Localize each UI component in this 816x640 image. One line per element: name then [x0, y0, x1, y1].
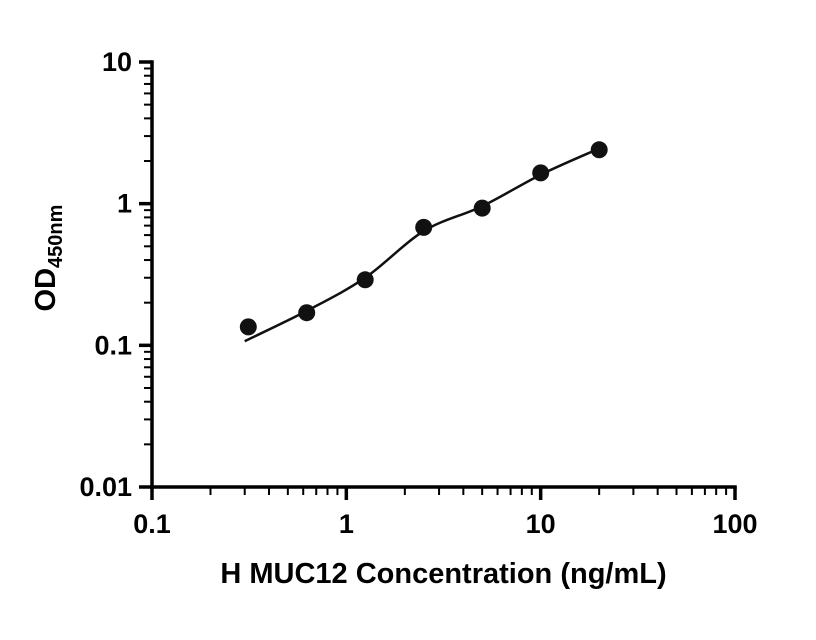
- data-point: [356, 271, 374, 289]
- data-point: [415, 218, 433, 236]
- y-tick-label: 0.1: [94, 330, 132, 360]
- y-axis-title-subscript: 450nm: [44, 204, 67, 268]
- x-tick-label: 100: [712, 509, 757, 539]
- data-point: [239, 318, 257, 336]
- y-tick-label: 10: [102, 47, 132, 77]
- x-axis-title: H MUC12 Concentration (ng/mL): [220, 558, 667, 590]
- data-point: [590, 141, 608, 159]
- x-tick-label: 10: [526, 509, 556, 539]
- data-point: [298, 304, 316, 322]
- y-tick-label: 1: [117, 189, 132, 219]
- x-tick-label: 1: [339, 509, 354, 539]
- y-axis-title-main: OD: [30, 267, 62, 312]
- x-tick-label: 0.1: [133, 509, 171, 539]
- y-axis-title: OD450nm: [26, 128, 67, 388]
- y-tick-label: 0.01: [79, 472, 132, 502]
- data-point: [532, 164, 550, 182]
- data-point: [473, 199, 491, 217]
